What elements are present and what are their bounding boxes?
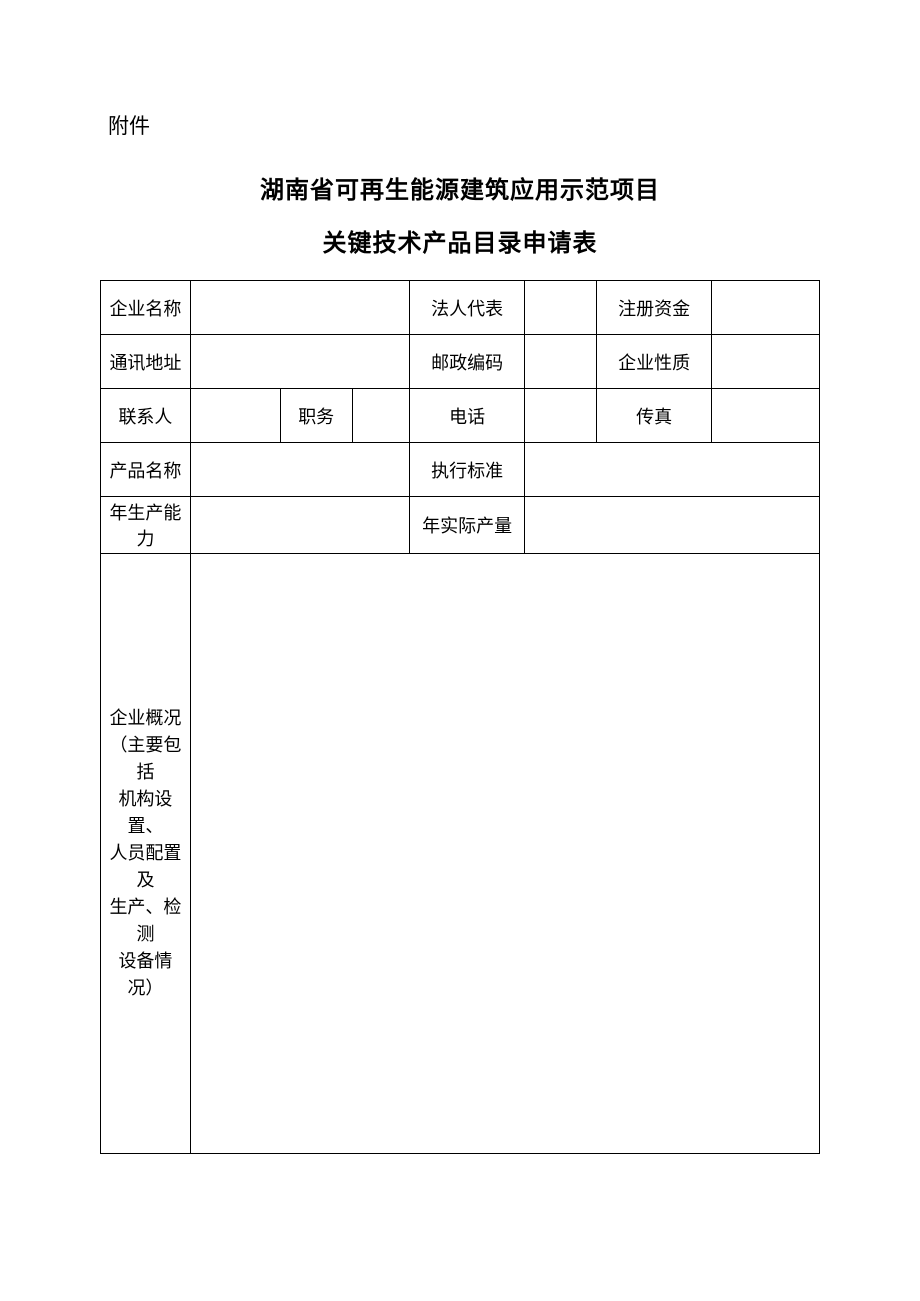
product-name-label: 产品名称 — [101, 443, 191, 497]
reg-capital-label: 注册资金 — [597, 281, 712, 335]
attachment-label: 附件 — [108, 110, 820, 140]
company-type-value — [712, 335, 820, 389]
title-line-2: 关键技术产品目录申请表 — [100, 223, 820, 258]
overview-value — [190, 554, 819, 1154]
phone-value — [525, 389, 597, 443]
table-row-2: 通讯地址 邮政编码 企业性质 — [101, 335, 820, 389]
table-row-4: 产品名称 执行标准 — [101, 443, 820, 497]
table-row-1: 企业名称 法人代表 注册资金 — [101, 281, 820, 335]
phone-label: 电话 — [410, 389, 525, 443]
legal-rep-value — [525, 281, 597, 335]
table-row-5: 年生产能力 年实际产量 — [101, 497, 820, 554]
title-line-1: 湖南省可再生能源建筑应用示范项目 — [100, 170, 820, 205]
address-label: 通讯地址 — [101, 335, 191, 389]
company-type-label: 企业性质 — [597, 335, 712, 389]
overview-label: 企业概况（主要包括机构设置、人员配置及生产、检测设备情况） — [101, 554, 191, 1154]
product-name-value — [190, 443, 409, 497]
standard-value — [525, 443, 820, 497]
application-form-table: 企业名称 法人代表 注册资金 通讯地址 邮政编码 企业性质 联系人 职务 电话 … — [100, 280, 820, 1154]
output-label: 年实际产量 — [410, 497, 525, 554]
address-value — [190, 335, 409, 389]
position-value — [352, 389, 410, 443]
reg-capital-value — [712, 281, 820, 335]
position-label: 职务 — [280, 389, 352, 443]
fax-label: 传真 — [597, 389, 712, 443]
company-name-label: 企业名称 — [101, 281, 191, 335]
contact-label: 联系人 — [101, 389, 191, 443]
table-row-6: 企业概况（主要包括机构设置、人员配置及生产、检测设备情况） — [101, 554, 820, 1154]
legal-rep-label: 法人代表 — [410, 281, 525, 335]
standard-label: 执行标准 — [410, 443, 525, 497]
fax-value — [712, 389, 820, 443]
postal-code-label: 邮政编码 — [410, 335, 525, 389]
postal-code-value — [525, 335, 597, 389]
capacity-label: 年生产能力 — [101, 497, 191, 554]
capacity-value — [190, 497, 409, 554]
contact-value — [190, 389, 280, 443]
table-row-3: 联系人 职务 电话 传真 — [101, 389, 820, 443]
company-name-value — [190, 281, 409, 335]
output-value — [525, 497, 820, 554]
